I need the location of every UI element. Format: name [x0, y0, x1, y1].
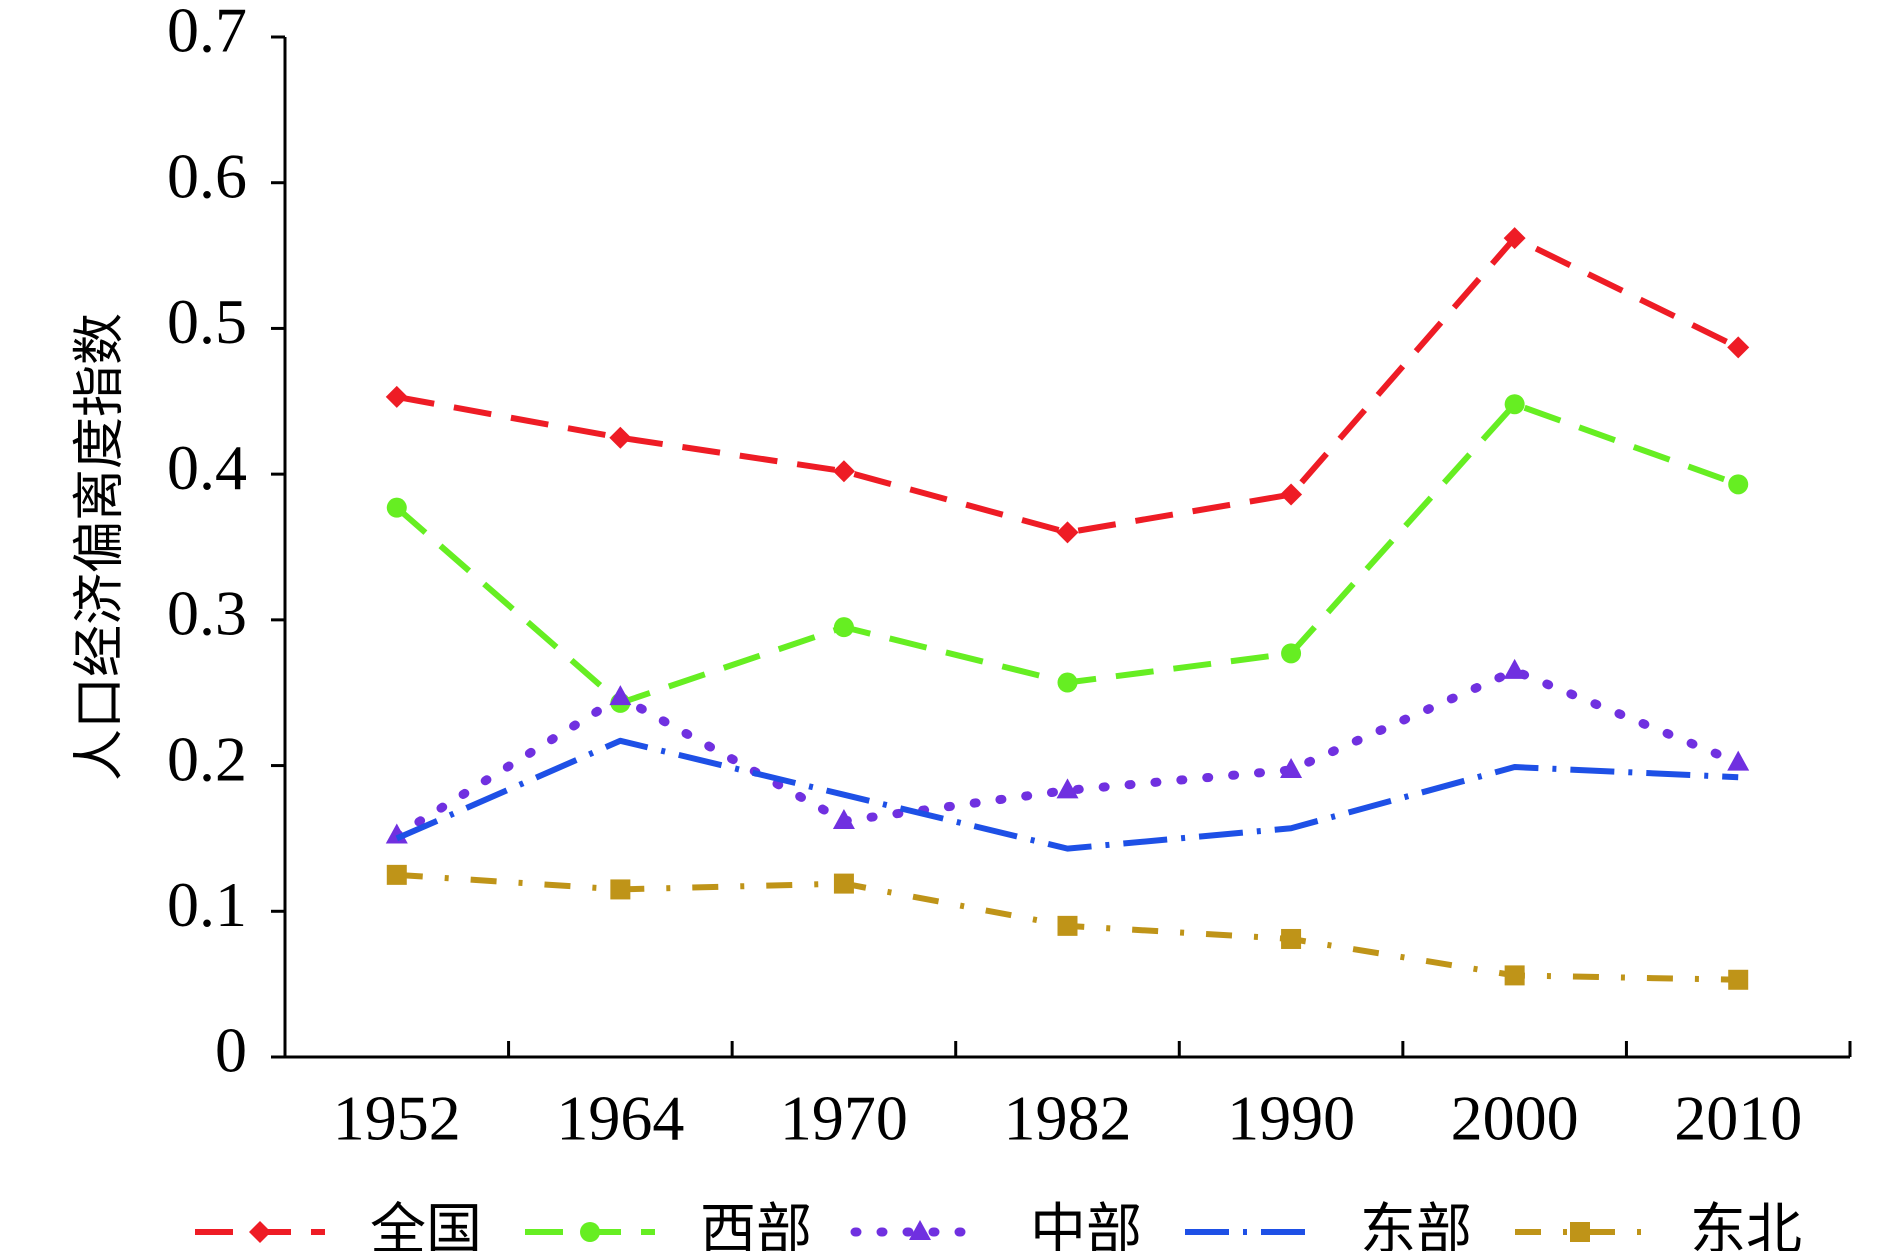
y-tick-label: 0.6 [167, 140, 247, 211]
y-tick-label: 0.2 [167, 723, 247, 794]
series-line [395, 737, 1739, 852]
data-point [1503, 227, 1526, 250]
data-point [1281, 928, 1302, 949]
legend-item: 中部 [850, 1198, 1142, 1251]
series-4 [395, 737, 1739, 852]
data-point [386, 497, 407, 518]
data-point [1280, 757, 1303, 778]
series-line [396, 235, 1740, 536]
y-ticks: 0 0.1 0.2 0.3 0.4 0.5 0.6 0.7 [167, 0, 285, 1086]
series-line [394, 401, 1740, 706]
y-tick-label: 0.4 [167, 432, 247, 503]
y-axis-title: 人口经济偏离度指数 [70, 313, 130, 781]
x-tick-label: 1970 [780, 1083, 908, 1154]
x-tick-label: 1990 [1227, 1083, 1355, 1154]
legend-label: 东北 [1690, 1198, 1802, 1251]
data-point [1057, 672, 1078, 693]
legend: 全国 西部 中部 东部 东北 [195, 1198, 1802, 1251]
data-point [1281, 643, 1302, 664]
data-point [1503, 658, 1526, 679]
x-tick-label: 2010 [1674, 1083, 1802, 1154]
data-point [1727, 750, 1750, 771]
data-point [833, 617, 854, 638]
legend-item: 全国 [195, 1198, 482, 1251]
x-tick-label: 1964 [556, 1083, 684, 1154]
legend-marker [249, 1221, 271, 1243]
y-tick-label: 0.1 [167, 869, 247, 940]
data-point [386, 864, 407, 885]
x-tick-label: 1952 [333, 1083, 461, 1154]
legend-label: 西部 [700, 1198, 812, 1251]
legend-label: 东部 [1360, 1198, 1472, 1251]
series-5 [386, 864, 1749, 990]
legend-item: 西部 [525, 1198, 812, 1251]
data-point [385, 385, 408, 408]
data-point [832, 460, 855, 483]
series-lines [385, 227, 1750, 990]
data-point [1056, 778, 1079, 799]
y-tick-label: 0 [215, 1015, 247, 1086]
legend-marker [909, 1220, 931, 1240]
data-point [1728, 969, 1749, 990]
series-line [392, 666, 1743, 841]
legend-label: 中部 [1030, 1198, 1142, 1251]
y-tick-label: 0.7 [167, 0, 247, 66]
data-point [1727, 336, 1750, 359]
data-point [833, 873, 854, 894]
x-ticks: 1952 1964 1970 1982 1990 2000 2010 [333, 1041, 1852, 1154]
y-tick-label: 0.5 [167, 286, 247, 357]
data-point [609, 685, 632, 706]
data-point [1057, 915, 1078, 936]
legend-item: 东部 [1185, 1198, 1472, 1251]
x-tick-label: 2000 [1451, 1083, 1579, 1154]
legend-item: 东北 [1515, 1198, 1802, 1251]
data-point [1728, 474, 1749, 495]
data-point [832, 808, 855, 829]
data-point [1504, 394, 1525, 415]
legend-marker [1570, 1222, 1590, 1242]
data-point [610, 879, 631, 900]
data-point [1056, 521, 1079, 544]
data-point [1504, 965, 1525, 986]
data-point [609, 426, 632, 449]
data-point [1280, 483, 1303, 506]
series-1 [385, 227, 1750, 544]
series-2 [386, 394, 1749, 713]
x-tick-label: 1982 [1004, 1083, 1132, 1154]
legend-marker [580, 1222, 600, 1242]
legend-label: 全国 [370, 1198, 482, 1251]
series-3 [385, 658, 1750, 844]
y-tick-label: 0.3 [167, 578, 247, 649]
